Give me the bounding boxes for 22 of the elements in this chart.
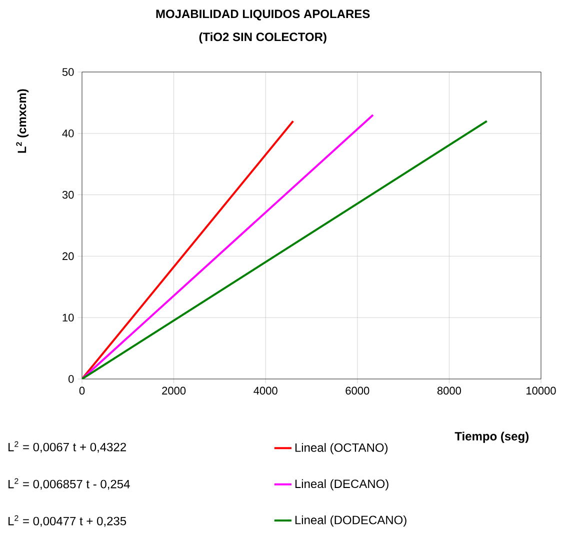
x-tick-label: 8000: [437, 386, 461, 395]
text: L$^{2}$ = 0,006857 t - 0,254: [8, 478, 130, 490]
y-tick-label: 30: [62, 190, 74, 199]
chart-title: MOJABILIDAD LIQUIDOS APOLARES: [156, 10, 370, 20]
legend-label: Lineal (OCTANO): [295, 443, 388, 454]
x-tick-label: 4000: [254, 386, 278, 395]
y-tick-label: 0: [68, 375, 74, 383]
chart-subtitle: (TiO2 SIN COLECTOR): [199, 32, 326, 44]
y-tick-label: 10: [62, 314, 74, 322]
y-tick-label: 50: [62, 68, 74, 76]
text: L$^{2}$ = 0,0067 t + 0,4322: [8, 441, 126, 453]
x-axis-title: Tiempo (seg): [454, 432, 529, 443]
x-tick-label: 6000: [346, 386, 370, 395]
x-tick-label: 0: [79, 386, 85, 395]
legend-label: Lineal (DODECANO): [295, 515, 406, 527]
y-tick-label: 40: [62, 130, 74, 138]
legend-label: Lineal (DECANO): [295, 479, 388, 490]
y-axis-title: L$^{2}$ (cmxcm): [16, 89, 29, 153]
text: L$^{2}$ = 0,00477 t + 0,235: [8, 515, 126, 527]
x-tick-label: 2000: [162, 386, 186, 395]
y-tick-label: 20: [62, 252, 74, 260]
x-tick-label: 10000: [526, 386, 556, 395]
